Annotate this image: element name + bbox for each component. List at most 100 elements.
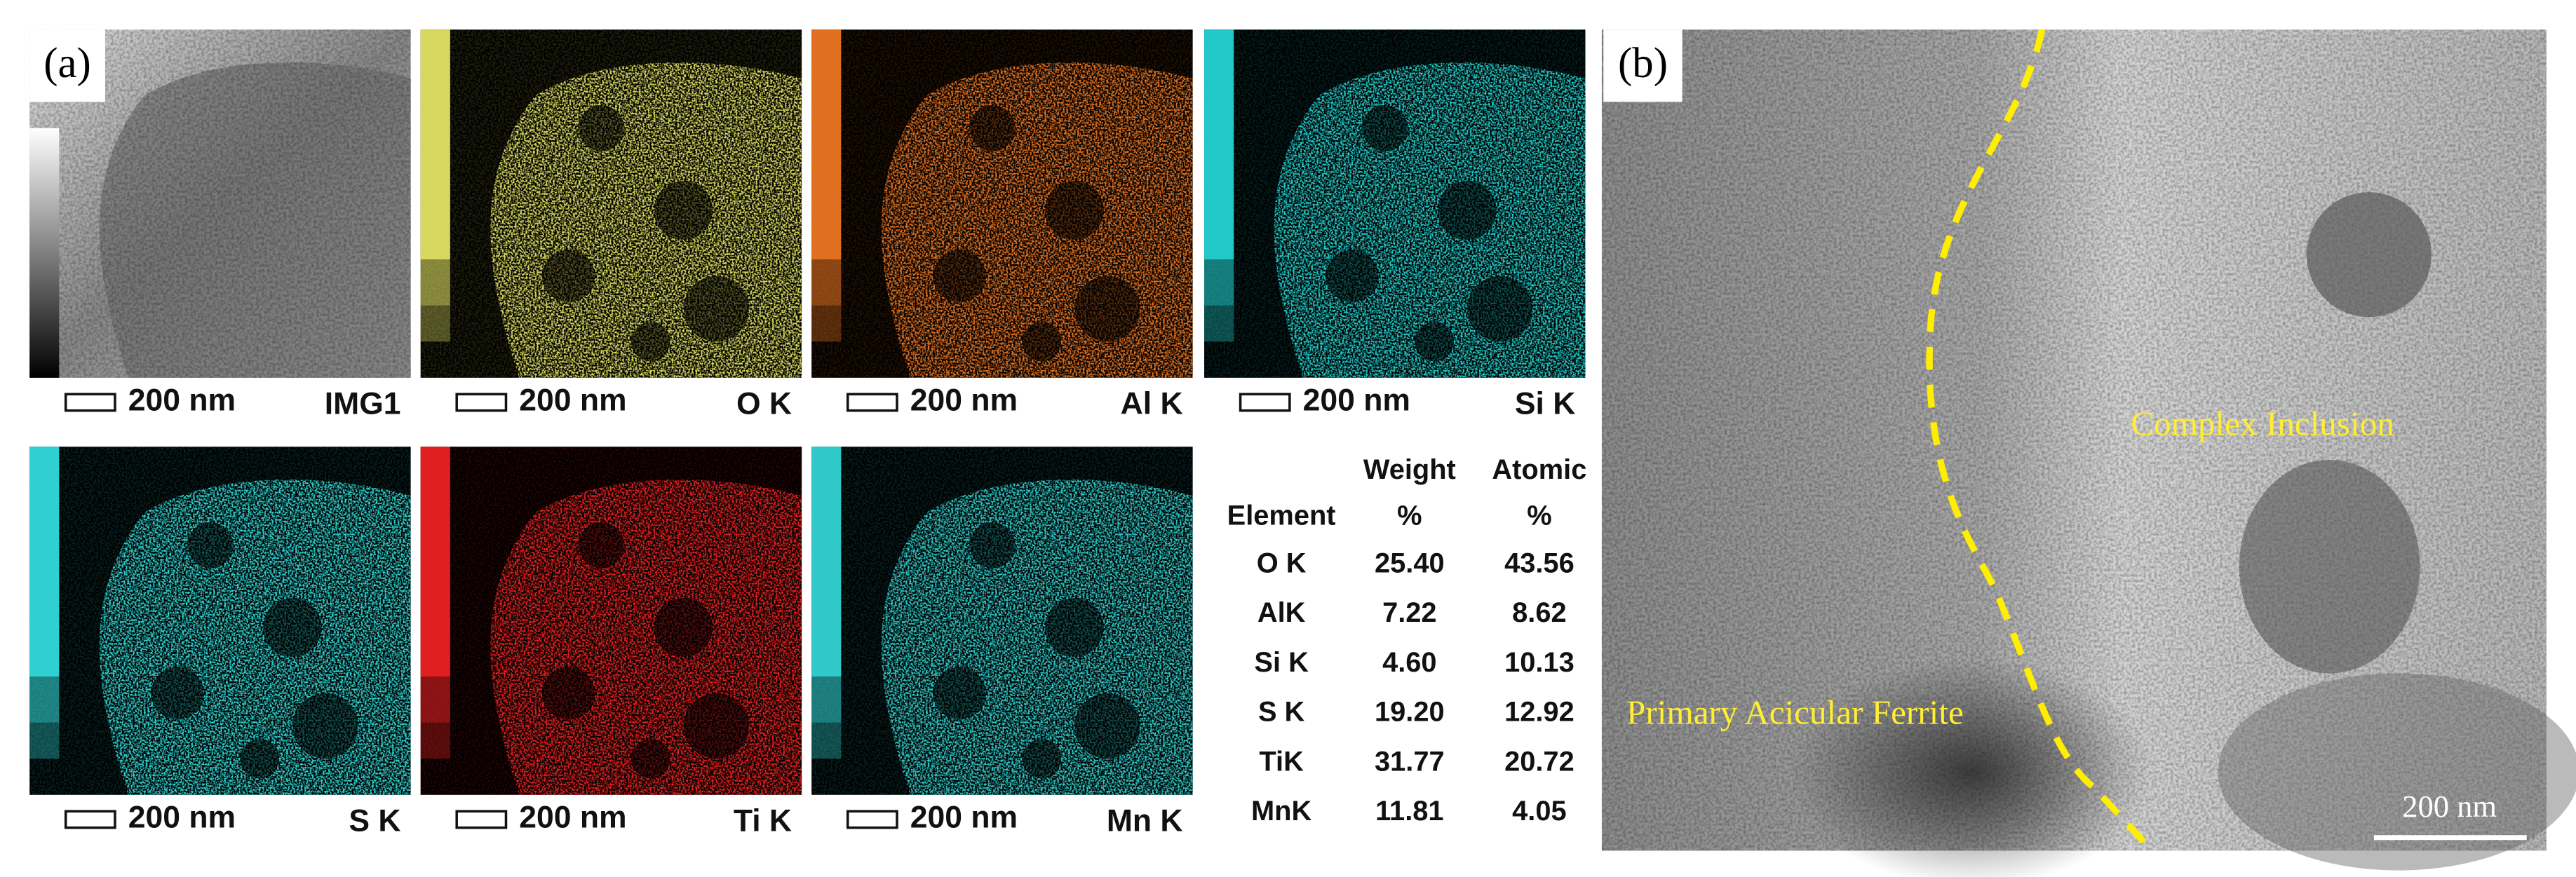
colorbar (420, 29, 450, 260)
map-tile (811, 447, 1193, 795)
element-label: Mn K (1107, 803, 1183, 838)
depletion (630, 739, 670, 779)
depletion (240, 739, 280, 779)
depletion (1044, 597, 1105, 658)
depletion (292, 693, 358, 759)
depletion (1044, 180, 1105, 240)
colorbar (29, 128, 60, 378)
scale-label: 200 nm (128, 801, 236, 835)
depletion (1361, 104, 1408, 151)
colorbar (1204, 305, 1234, 342)
map-tile (1204, 29, 1586, 378)
header-cell: % (1397, 500, 1422, 531)
table-cell: O K (1257, 548, 1307, 578)
table-cell: Si K (1254, 647, 1309, 678)
scale-bar (1239, 393, 1291, 412)
colorbar (811, 677, 842, 723)
element-label: Ti K (734, 803, 792, 838)
table-cell: 4.60 (1382, 647, 1436, 678)
depletion (1437, 180, 1497, 240)
table-cell: 10.13 (1504, 647, 1574, 678)
table-cell: 7.22 (1382, 597, 1436, 628)
header-cell: % (1527, 500, 1551, 531)
depletion (933, 667, 986, 720)
depletion (683, 693, 750, 759)
map-tile (811, 29, 1193, 378)
eds-maps: 200 nm IMG1 200 nm O K 200 nm Al K 200 nm Si K 2… (29, 29, 1586, 838)
scale-label: 200 nm (1303, 383, 1410, 418)
element-label: O K (736, 386, 792, 421)
depletion (578, 104, 625, 151)
particle (2239, 459, 2420, 674)
table-cell: AlK (1257, 597, 1306, 628)
colorbar (1204, 29, 1234, 260)
panel-label: (a) (43, 40, 91, 87)
scale-bar (455, 810, 508, 829)
table-cell: 11.81 (1375, 796, 1443, 827)
depletion (542, 667, 595, 720)
table-cell: 31.77 (1375, 746, 1445, 777)
table-cell: 4.05 (1512, 796, 1567, 827)
colorbar (420, 447, 450, 677)
tem-image: Complex Inclusion Primary Acicular Ferri… (1601, 29, 2576, 877)
table-cell: S K (1258, 697, 1305, 728)
depletion (187, 522, 234, 569)
colorbar (420, 305, 450, 342)
scale-label: 200 nm (910, 801, 1018, 835)
colorbar (420, 259, 450, 306)
map-tile (420, 29, 802, 378)
colorbar (29, 677, 60, 723)
colorbar (811, 447, 842, 677)
depletion (969, 522, 1016, 569)
depletion (262, 597, 323, 658)
scale-label: 200 nm (910, 383, 1018, 418)
annotation: Primary Acicular Ferrite (1626, 693, 1964, 732)
table-cell: 25.40 (1375, 548, 1445, 578)
table-cell: MnK (1251, 796, 1311, 827)
scale-bar (64, 810, 116, 829)
depletion (1022, 739, 1062, 779)
panel-label: (b) (1618, 40, 1668, 87)
table-cell: 8.62 (1512, 597, 1567, 628)
table-cell: 19.20 (1375, 697, 1445, 728)
colorbar (811, 305, 842, 342)
depletion (1074, 276, 1140, 342)
composition-table: Element Weight% Atomic% O K 25.40 43.56 AlK 7.2… (1227, 454, 1587, 827)
depletion (1074, 693, 1140, 759)
dark-region (1791, 657, 2152, 877)
header-cell: Weight (1363, 454, 1456, 485)
table-cell: 43.56 (1504, 548, 1574, 578)
element-label: IMG1 (325, 386, 401, 421)
depletion (969, 104, 1016, 151)
element-label: Al K (1121, 386, 1183, 421)
depletion (654, 597, 713, 658)
boundary-line (1926, 29, 2155, 853)
header-cell: Atomic (1492, 454, 1586, 485)
depletion (683, 276, 750, 342)
scale-label: 200 nm (128, 383, 236, 418)
depletion (1414, 322, 1455, 362)
label-box (29, 29, 105, 102)
depletion (630, 322, 670, 362)
scale-bar (64, 393, 116, 412)
colorbar (811, 29, 842, 260)
element-label: S K (349, 803, 400, 838)
table-cell: 20.72 (1504, 746, 1574, 777)
scale-label: 200 nm (519, 383, 626, 418)
particle (2218, 673, 2576, 871)
scale-bar (455, 393, 508, 412)
particle (2306, 192, 2432, 318)
colorbar (29, 447, 60, 677)
scale-bar (846, 393, 898, 412)
depletion (578, 522, 625, 569)
colorbar (811, 259, 842, 306)
element-label: Si K (1515, 386, 1576, 421)
depletion (151, 667, 204, 720)
colorbar (420, 722, 450, 759)
depletion (1022, 322, 1062, 362)
depletion (1466, 276, 1533, 342)
depletion (654, 180, 713, 240)
scale-bar (846, 810, 898, 829)
colorbar (420, 677, 450, 723)
